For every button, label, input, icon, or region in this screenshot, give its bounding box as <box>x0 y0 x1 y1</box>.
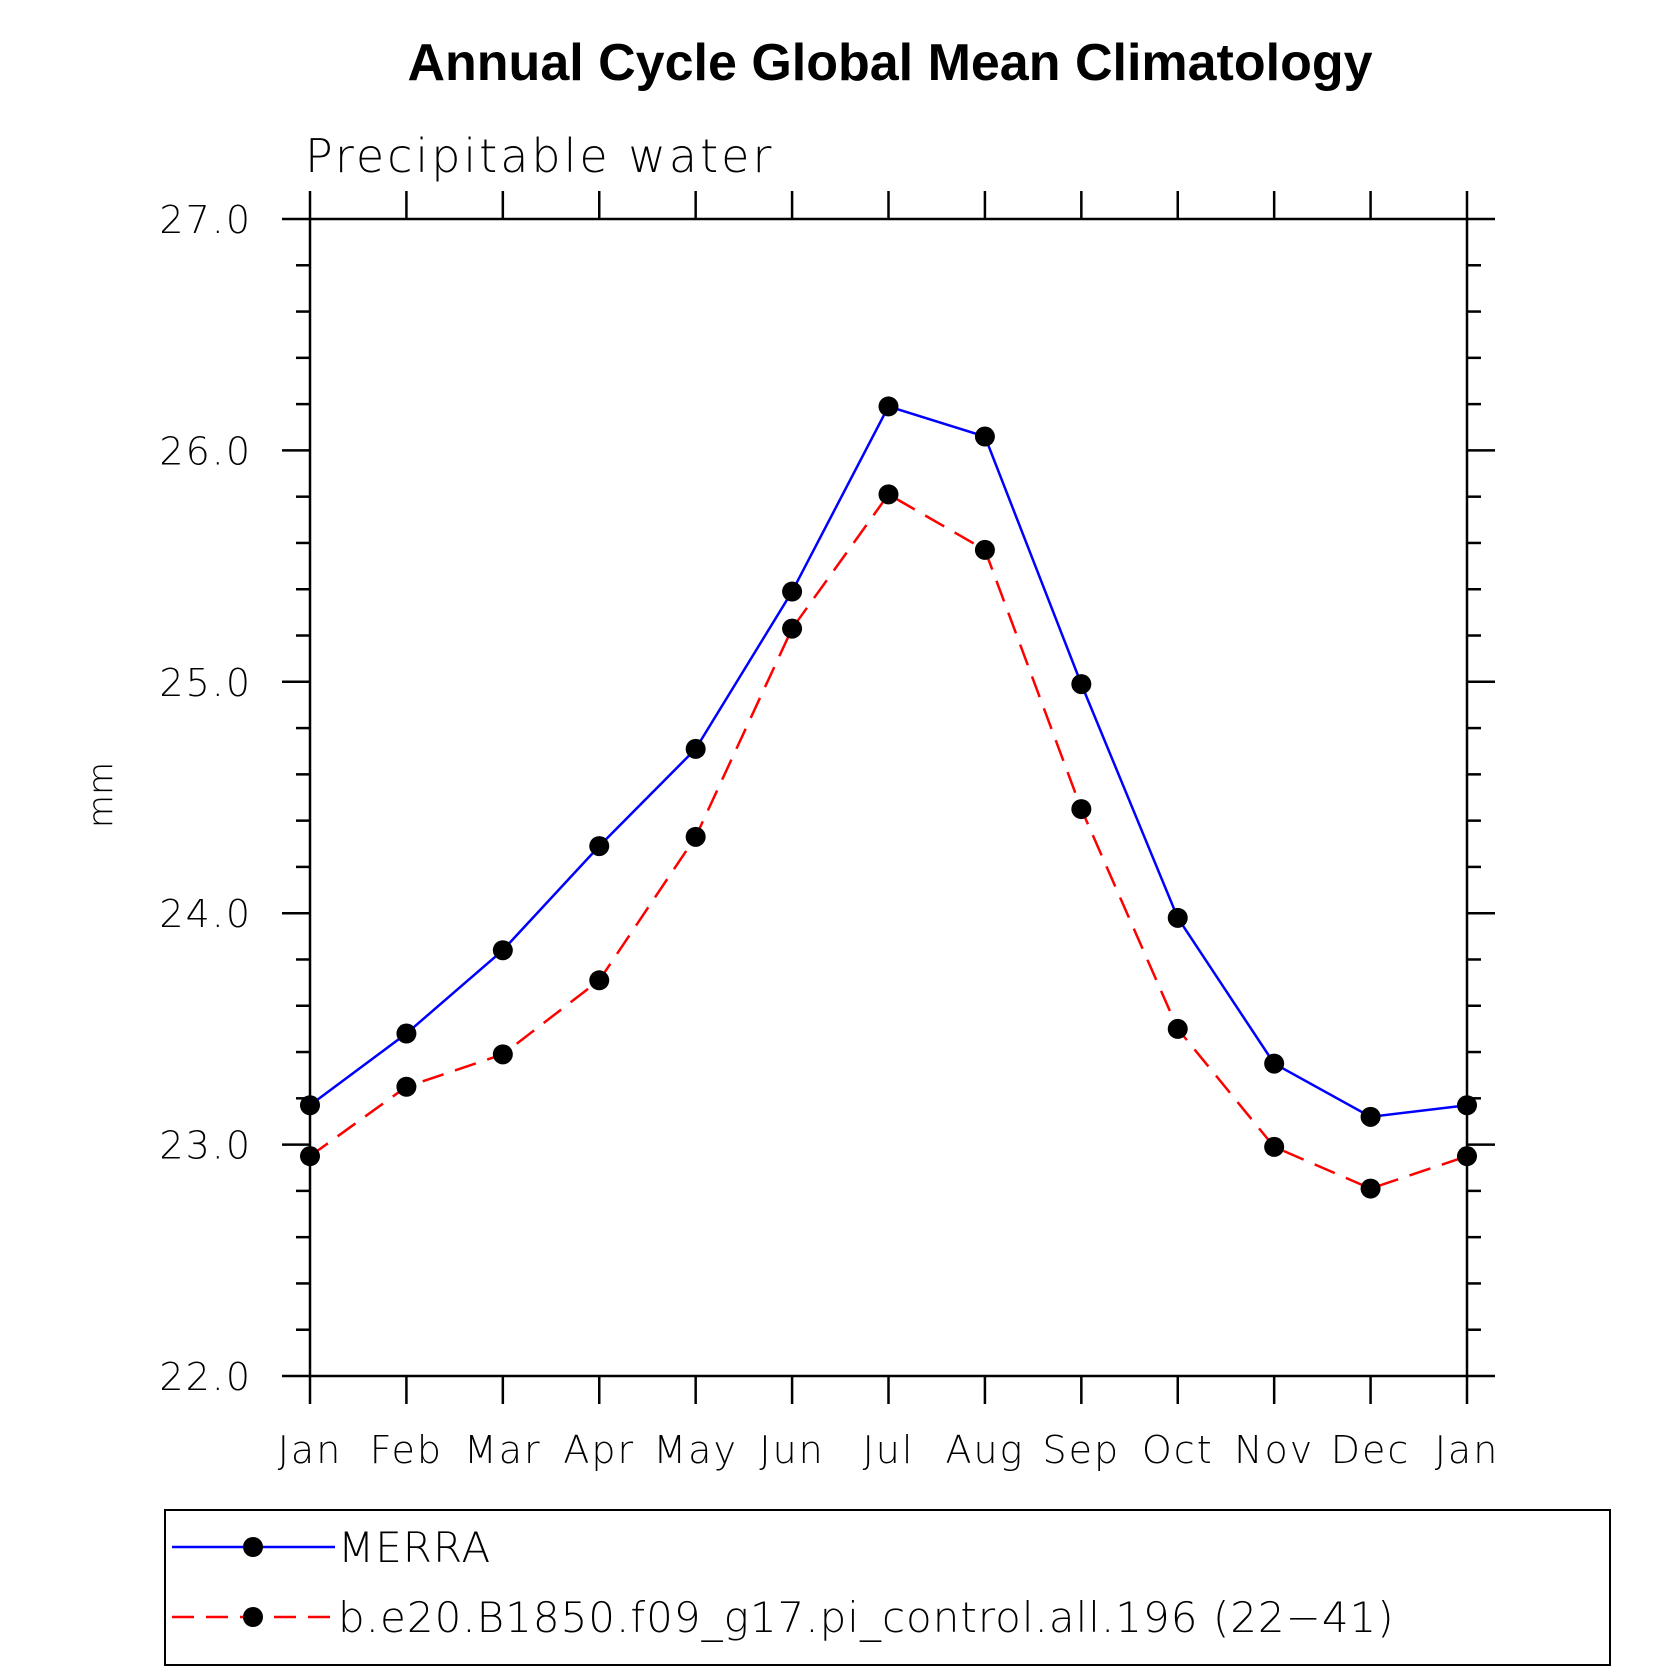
series-line-0 <box>309 404 1468 1119</box>
data-point-series-0 <box>589 836 610 857</box>
data-point-series-0 <box>974 426 995 447</box>
data-point-series-1 <box>685 826 706 847</box>
data-point-series-0 <box>1167 907 1188 928</box>
data-point-series-0 <box>492 940 513 961</box>
series-line-1 <box>309 492 1468 1190</box>
data-point-series-0 <box>300 1095 320 1116</box>
x-tick-label: Sep <box>1043 1428 1121 1472</box>
data-point-series-1 <box>1457 1146 1477 1167</box>
legend-marker-0 <box>243 1537 263 1557</box>
x-tick-label: Apr <box>563 1428 635 1472</box>
x-tick-label: Jan <box>1435 1428 1500 1472</box>
data-point-series-1 <box>396 1076 417 1097</box>
legend-label-1: b.e20.B1850.f09_g17.pi_control.all.196 (… <box>338 1593 1395 1642</box>
data-point-series-0 <box>396 1023 417 1044</box>
legend-box <box>164 1509 1611 1666</box>
data-point-series-1 <box>1071 799 1092 820</box>
x-tick-label: Mar <box>464 1428 542 1472</box>
y-axis-label: mm <box>81 762 121 828</box>
data-point-series-1 <box>1167 1018 1188 1039</box>
data-point-series-1 <box>492 1044 513 1065</box>
x-tick-label: Dec <box>1331 1428 1411 1472</box>
axes: Jan Feb Mar Apr May Jun Jul Aug Sep Oct Nov Dec Jan 2… <box>159 191 1500 1472</box>
x-tick-label: Jan <box>278 1428 343 1472</box>
legend: MERRA b.e20.B1850.f09_g17.pi_control.all.… <box>172 1523 1395 1642</box>
data-point-series-1 <box>589 970 610 991</box>
data-point-series-0 <box>878 396 899 417</box>
legend-label-0: MERRA <box>338 1523 491 1572</box>
data-point-series-0 <box>1457 1095 1477 1116</box>
chart-subtitle: Precipitable water <box>305 129 774 183</box>
x-tick-label: Feb <box>370 1428 443 1472</box>
x-tick-label: Oct <box>1142 1428 1214 1472</box>
data-point-series-0 <box>1071 674 1092 695</box>
data-point-series-0 <box>1264 1053 1285 1074</box>
legend-marker-1 <box>243 1607 263 1627</box>
series-lines <box>300 396 1477 1199</box>
data-point-series-1 <box>974 539 995 560</box>
x-tick-label: Aug <box>945 1428 1024 1472</box>
y-tick-label: 27.0 <box>159 198 252 242</box>
plot-frame <box>308 217 1469 1378</box>
data-point-series-1 <box>782 618 803 639</box>
x-tick-label: Jun <box>759 1428 824 1472</box>
y-tick-label: 22.0 <box>159 1355 252 1399</box>
x-tick-label: Nov <box>1234 1428 1314 1472</box>
chart-title: Annual Cycle Global Mean Climatology <box>407 34 1372 92</box>
data-point-series-0 <box>782 581 803 602</box>
y-tick-label: 25.0 <box>159 661 252 705</box>
x-tick-label: May <box>653 1428 738 1472</box>
x-tick-label: Jul <box>863 1428 915 1472</box>
data-point-series-0 <box>1360 1106 1381 1127</box>
y-tick-label: 24.0 <box>159 892 252 936</box>
y-tick-label: 23.0 <box>159 1124 252 1168</box>
data-point-series-1 <box>1264 1136 1285 1157</box>
data-point-series-0 <box>685 738 706 759</box>
data-point-series-1 <box>300 1146 320 1167</box>
y-tick-label: 26.0 <box>159 429 252 473</box>
data-point-series-1 <box>878 484 899 505</box>
data-point-series-1 <box>1360 1178 1381 1199</box>
